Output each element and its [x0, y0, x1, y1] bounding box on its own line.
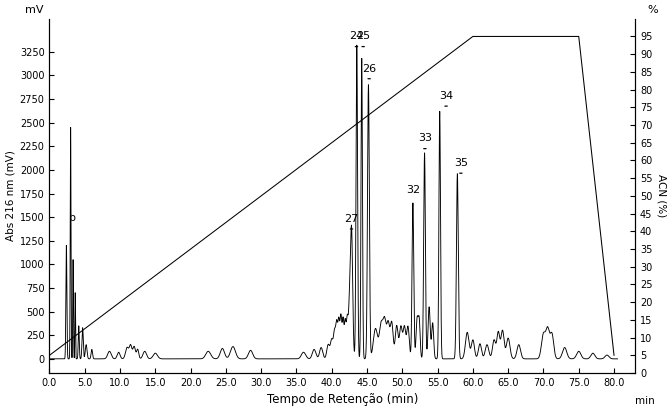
Text: %: % — [647, 5, 657, 15]
Text: 34: 34 — [439, 91, 453, 101]
X-axis label: Tempo de Retenção (min): Tempo de Retenção (min) — [267, 393, 418, 407]
Text: 24: 24 — [349, 31, 364, 41]
Text: 32: 32 — [406, 185, 420, 195]
Text: 25: 25 — [356, 31, 370, 41]
Text: 33: 33 — [418, 133, 432, 143]
Text: 27: 27 — [344, 214, 359, 224]
Text: 35: 35 — [454, 158, 468, 168]
Text: mV: mV — [25, 5, 44, 15]
Y-axis label: Abs 216 nm (mV): Abs 216 nm (mV) — [5, 150, 15, 241]
Text: b: b — [69, 213, 75, 223]
Text: min: min — [635, 396, 655, 406]
Y-axis label: ACN (%): ACN (%) — [657, 174, 667, 218]
Text: 26: 26 — [362, 63, 376, 73]
